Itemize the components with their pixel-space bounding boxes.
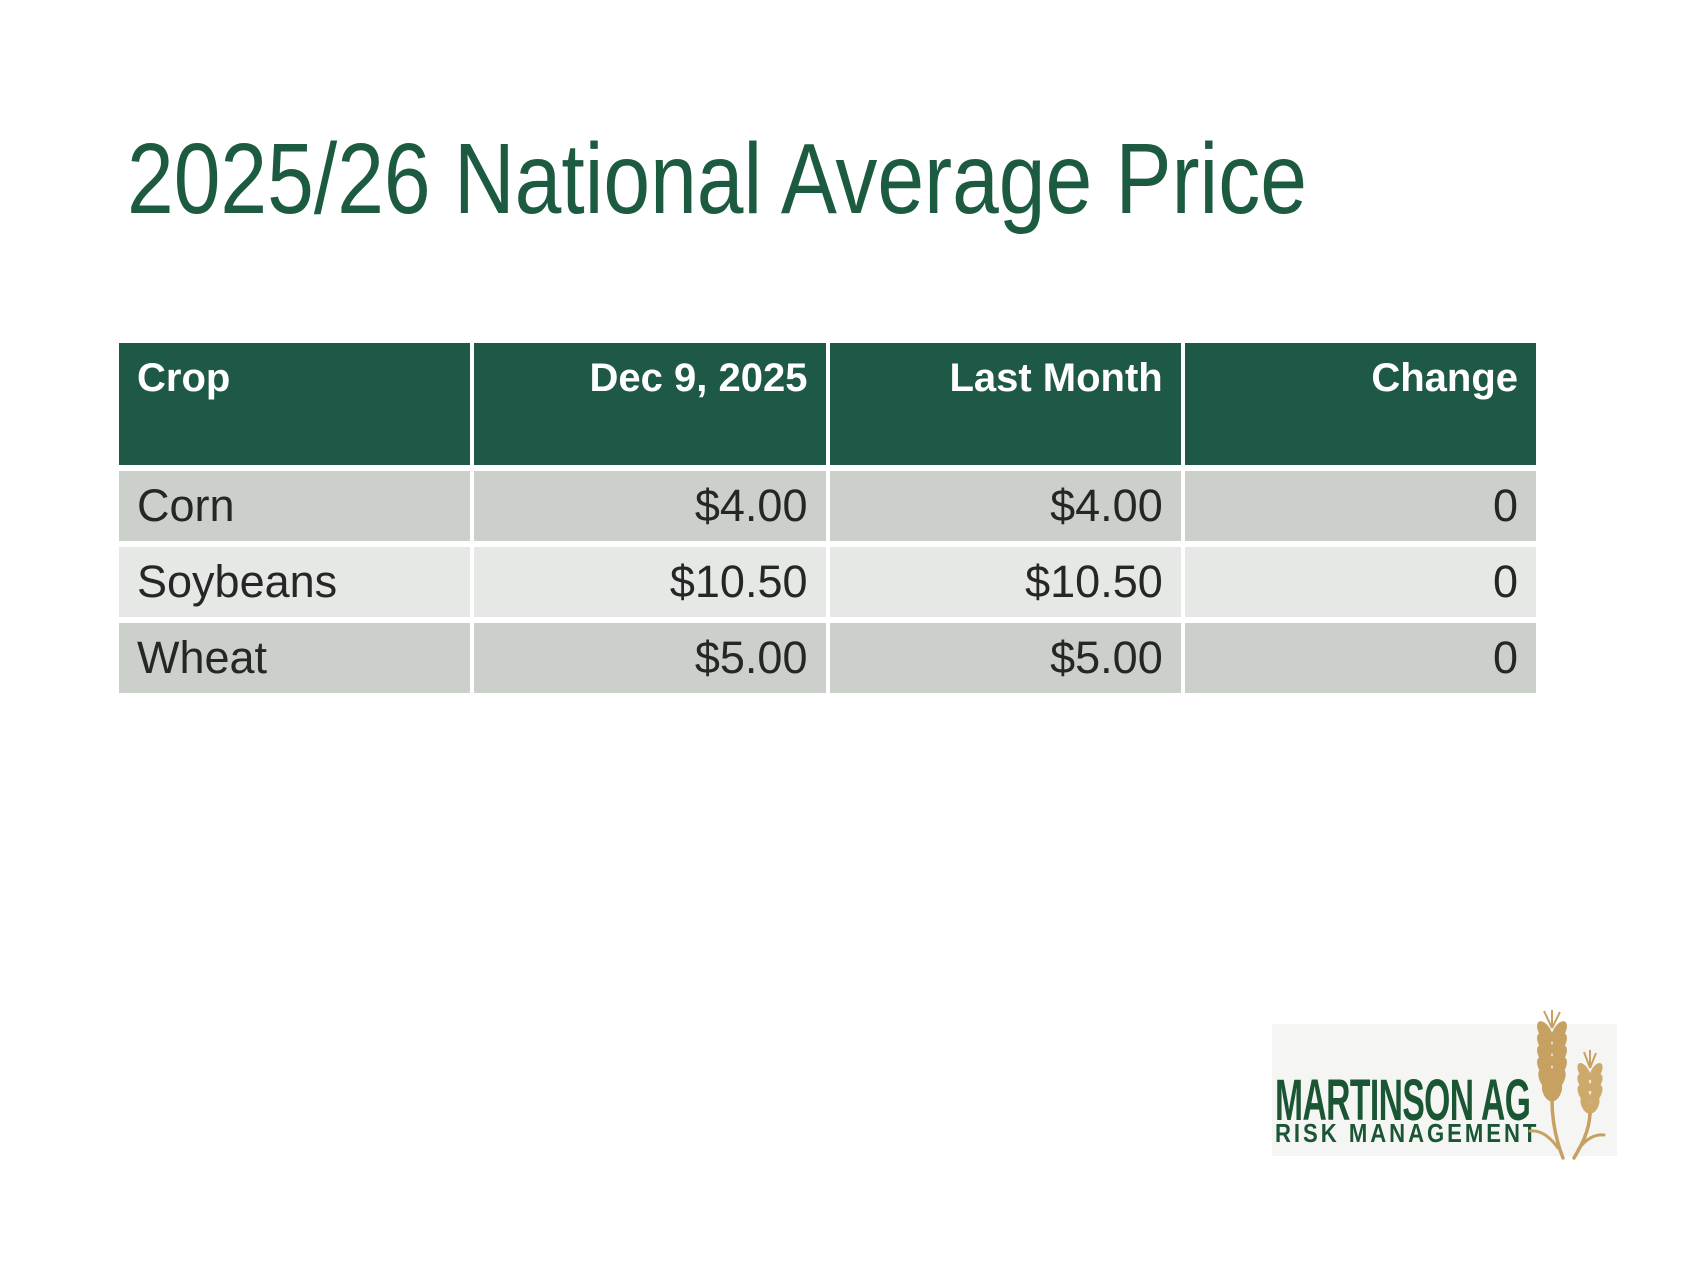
wheat-stalks-icon [1528,1010,1606,1160]
logo-wordmark: MARTINSON AG [1275,1068,1531,1133]
column-header-crop: Crop [119,343,471,465]
cell-last-month: $5.00 [829,623,1181,693]
cell-last-month: $10.50 [829,547,1181,617]
cell-crop: Soybeans [119,547,471,617]
cell-change: 0 [1184,547,1536,617]
cell-current: $10.50 [474,547,826,617]
column-header-last-month: Last Month [829,343,1181,465]
page-title: 2025/26 National Average Price [127,123,1307,235]
cell-last-month: $4.00 [829,471,1181,541]
column-header-change: Change [1184,343,1536,465]
cell-current: $4.00 [474,471,826,541]
logo-tagline: RISK MANAGEMENT [1275,1118,1540,1148]
martinson-ag-logo: MARTINSON AG RISK MANAGEMENT [1272,1010,1617,1160]
cell-change: 0 [1184,471,1536,541]
cell-change: 0 [1184,623,1536,693]
cell-current: $5.00 [474,623,826,693]
price-table: Crop Dec 9, 2025 Last Month Change Corn … [119,343,1536,693]
column-header-date: Dec 9, 2025 [474,343,826,465]
cell-crop: Corn [119,471,471,541]
cell-crop: Wheat [119,623,471,693]
